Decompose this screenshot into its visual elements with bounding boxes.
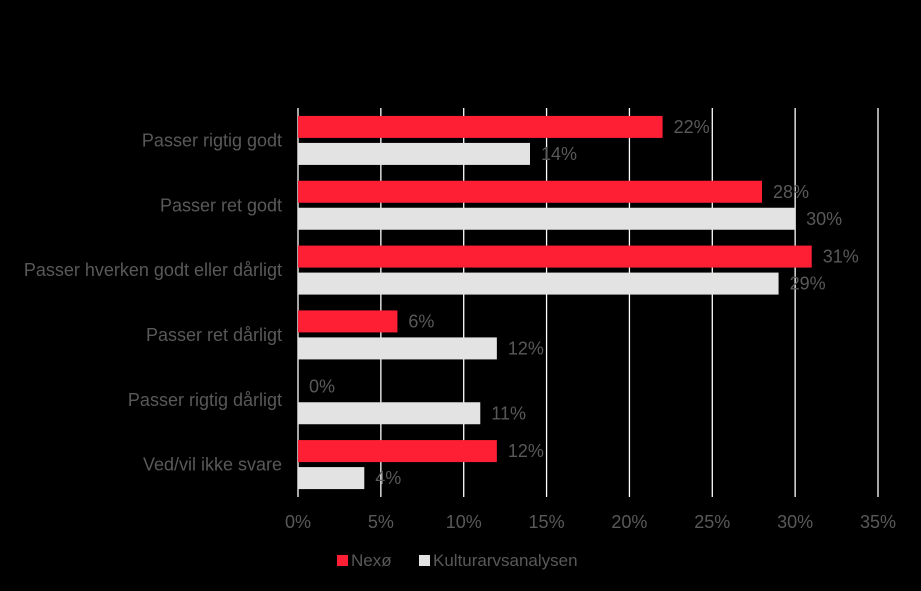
bar-kulturarvsanalysen — [298, 207, 796, 230]
x-tick-label: 5% — [368, 512, 394, 532]
bar-kulturarvsanalysen — [298, 337, 497, 360]
category-label: Passer rigtig godt — [142, 130, 282, 150]
data-label: 4% — [375, 468, 401, 488]
data-label: 11% — [491, 403, 526, 423]
category-label: Ved/vil ikke svare — [143, 455, 282, 475]
x-axis-tick-labels: 0% 5% 10% 15% 20% 25% 30% 35% — [285, 512, 896, 532]
category-labels: Passer rigtig godt Passer ret godt Passer … — [24, 130, 282, 474]
data-label: 12% — [508, 441, 544, 461]
data-label: 14% — [541, 144, 577, 164]
legend-label: Kulturarvsanalysen — [433, 551, 578, 570]
x-tick-label: 25% — [694, 512, 730, 532]
category-label: Passer ret dårligt — [146, 325, 282, 345]
x-tick-label: 35% — [860, 512, 896, 532]
bar-nexo — [298, 310, 398, 333]
bar-kulturarvsanalysen — [298, 272, 779, 295]
legend-swatch — [419, 555, 430, 566]
gridlines — [297, 108, 879, 497]
x-tick-label: 30% — [777, 512, 813, 532]
data-label: 12% — [508, 338, 544, 358]
data-label: 30% — [806, 209, 842, 229]
data-label: 22% — [674, 117, 710, 137]
category-label: Passer rigtig dårligt — [128, 390, 282, 410]
legend-swatch — [337, 555, 348, 566]
bar-nexo — [298, 180, 762, 203]
bar-nexo — [298, 440, 497, 463]
data-label: 6% — [408, 311, 434, 331]
bar-kulturarvsanalysen — [298, 402, 481, 425]
data-labels: 22% 14% 28% 30% 31% 29% 6% 12% 0% 11% 12% 4% — [309, 117, 859, 488]
bar-kulturarvsanalysen — [298, 467, 365, 490]
data-label: 31% — [823, 247, 859, 267]
legend-label: Nexø — [351, 551, 392, 570]
x-tick-label: 10% — [446, 512, 482, 532]
bar-nexo — [298, 115, 663, 138]
data-label: 28% — [773, 182, 809, 202]
x-tick-label: 15% — [529, 512, 565, 532]
bars — [298, 115, 812, 490]
category-label: Passer ret godt — [160, 195, 282, 215]
x-tick-label: 0% — [285, 512, 311, 532]
bar-kulturarvsanalysen — [298, 142, 530, 165]
data-label: 29% — [790, 274, 826, 294]
bar-nexo — [298, 245, 812, 268]
data-label: 0% — [309, 376, 335, 396]
legend: Nexø Kulturarvsanalysen — [337, 551, 578, 570]
x-tick-label: 20% — [611, 512, 647, 532]
category-label: Passer hverken godt eller dårligt — [24, 260, 282, 280]
